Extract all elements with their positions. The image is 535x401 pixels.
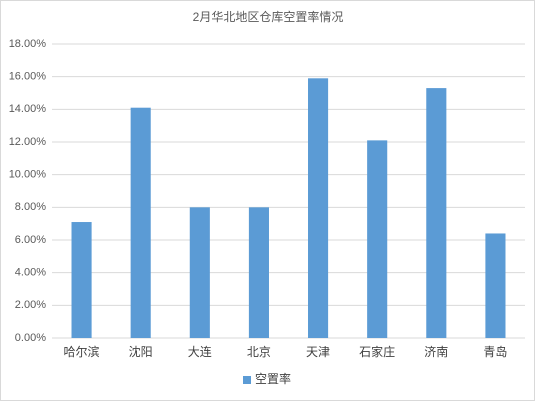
bar bbox=[130, 107, 151, 338]
x-tick-label: 沈阳 bbox=[129, 344, 153, 359]
x-tick-label: 哈尔滨 bbox=[64, 344, 100, 359]
legend-swatch bbox=[243, 376, 251, 384]
x-tick-label: 济南 bbox=[424, 344, 448, 359]
y-tick-label: 16.00% bbox=[9, 71, 47, 83]
bar bbox=[248, 207, 269, 338]
bar bbox=[189, 207, 210, 338]
x-tick-label: 天津 bbox=[306, 345, 330, 359]
x-tick-label: 北京 bbox=[247, 345, 271, 359]
y-tick-label: 10.00% bbox=[9, 169, 47, 181]
y-tick-label: 8.00% bbox=[15, 201, 46, 213]
y-tick-label: 4.00% bbox=[15, 267, 46, 279]
bar bbox=[485, 233, 506, 338]
bar bbox=[426, 88, 447, 338]
x-tick-label: 青岛 bbox=[483, 344, 507, 359]
y-tick-label: 18.00% bbox=[9, 38, 47, 50]
legend-label: 空置率 bbox=[255, 371, 291, 386]
y-tick-label: 12.00% bbox=[9, 136, 47, 148]
chart-title: 2月华北地区仓库空置率情况 bbox=[193, 9, 344, 24]
y-tick-label: 2.00% bbox=[15, 299, 46, 311]
y-tick-label: 6.00% bbox=[15, 234, 46, 246]
bar bbox=[367, 140, 388, 338]
bar bbox=[71, 222, 92, 338]
y-tick-label: 14.00% bbox=[9, 103, 47, 115]
y-tick-label: 0.00% bbox=[15, 332, 46, 344]
bar bbox=[308, 78, 329, 339]
x-tick-label: 石家庄 bbox=[359, 344, 395, 359]
x-tick-label: 大连 bbox=[188, 344, 212, 359]
